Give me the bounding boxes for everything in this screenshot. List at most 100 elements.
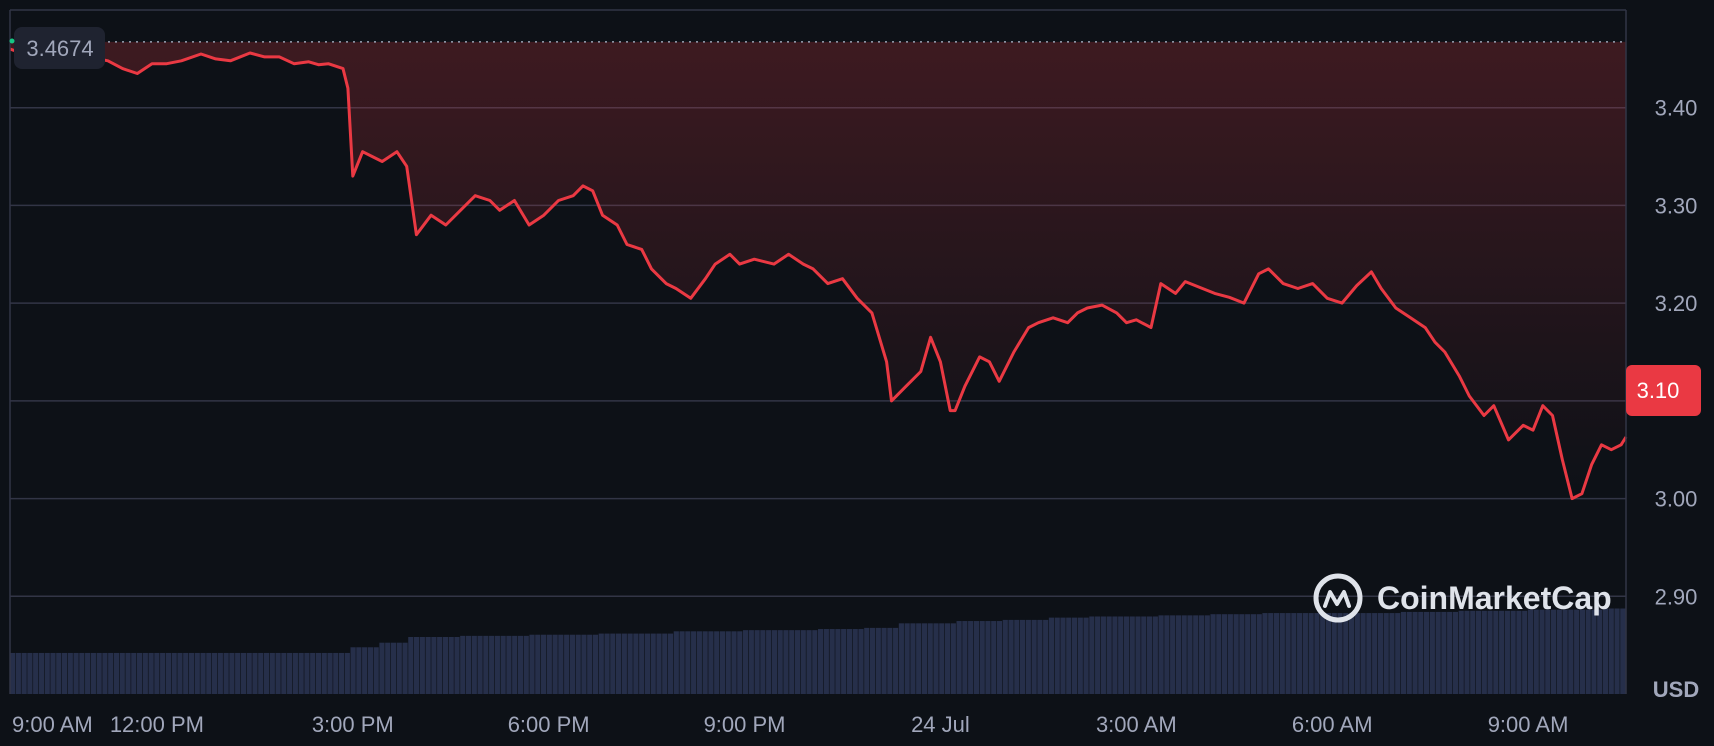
volume-bar	[1314, 613, 1320, 694]
volume-bar	[875, 627, 881, 694]
volume-bar	[794, 630, 801, 694]
volume-bar	[1458, 610, 1464, 694]
volume-bar	[864, 627, 870, 694]
volume-bar	[1037, 619, 1043, 694]
volume-bar	[229, 652, 235, 694]
volume-bar	[846, 629, 853, 694]
volume-bar	[344, 652, 350, 694]
volume-bar	[148, 652, 154, 694]
volume-bar	[1452, 611, 1459, 694]
volume-bar	[90, 652, 96, 694]
volume-bar	[1025, 619, 1031, 694]
volume-bar	[1233, 614, 1239, 694]
volume-bar	[1331, 613, 1337, 694]
volume-bar	[1406, 611, 1412, 694]
volume-bar	[1100, 616, 1106, 694]
volume-bar	[448, 637, 454, 694]
volume-bar	[1475, 610, 1482, 694]
volume-bar	[489, 635, 495, 694]
volume-bar	[1354, 613, 1360, 694]
x-axis-ticks: 9:00 AM 12:00 PM 3:00 PM 6:00 PM 9:00 PM 24 J…	[12, 712, 1568, 737]
volume-bar	[408, 637, 414, 694]
volume-bar	[1568, 609, 1574, 694]
volume-bar	[1562, 609, 1568, 694]
volume-bar	[67, 652, 73, 694]
volume-bar	[465, 635, 472, 694]
volume-bar	[1048, 617, 1055, 694]
volume-bar	[835, 629, 841, 694]
volume-bar	[881, 627, 887, 694]
volume-bar	[535, 634, 541, 694]
volume-bar	[944, 623, 951, 694]
volume-bar	[1291, 613, 1297, 694]
volume-bar	[1175, 615, 1181, 694]
volume-bar	[79, 652, 85, 694]
volume-bar	[350, 647, 356, 694]
volume-bar	[431, 637, 437, 694]
x-tick-label: 6:00 AM	[1292, 712, 1373, 737]
volume-bar	[887, 627, 893, 694]
volume-bar	[1158, 615, 1164, 694]
volume-bar	[171, 652, 177, 694]
volume-bar	[691, 631, 697, 694]
volume-bar	[1608, 608, 1614, 694]
volume-bar	[708, 631, 714, 694]
volume-bar	[1424, 611, 1430, 694]
volume-bar	[968, 621, 974, 694]
volume-bar	[639, 633, 645, 694]
volume-bar	[916, 623, 922, 694]
volume-bar	[154, 652, 160, 694]
volume-bar	[402, 642, 408, 694]
volume-bar	[1447, 611, 1453, 694]
volume-bar	[1464, 610, 1470, 694]
volume-bar	[939, 623, 945, 694]
volume-bar	[292, 652, 298, 694]
volume-bar	[1550, 609, 1557, 694]
volume-bar	[15, 652, 21, 694]
open-price-label: 3.4674	[26, 36, 93, 61]
volume-bar	[621, 633, 627, 694]
volume-bar	[742, 630, 749, 694]
volume-bar	[1112, 616, 1118, 694]
volume-bar	[442, 637, 449, 694]
volume-bar	[414, 637, 420, 694]
volume-bar	[1268, 613, 1274, 694]
volume-bar	[1360, 613, 1366, 694]
volume-bar	[950, 623, 956, 694]
volume-bar	[1418, 611, 1424, 694]
volume-bar	[1383, 613, 1389, 694]
volume-bar	[10, 652, 16, 694]
volume-bar	[996, 621, 1003, 694]
volume-bar	[1089, 616, 1095, 694]
volume-bar	[546, 634, 552, 694]
volume-bar	[188, 652, 195, 694]
volume-bar	[460, 635, 466, 694]
volume-bar	[1095, 616, 1101, 694]
volume-bar	[1377, 613, 1383, 694]
volume-bar	[362, 647, 368, 694]
y-tick-label: 3.20	[1655, 291, 1698, 316]
volume-bar	[1493, 610, 1499, 694]
price-area	[10, 41, 1626, 499]
volume-bar	[96, 652, 102, 694]
volume-bar	[1245, 614, 1251, 694]
volume-bar	[1343, 613, 1349, 694]
volume-bar	[1077, 617, 1083, 694]
volume-bar	[644, 633, 651, 694]
volume-bar	[789, 630, 795, 694]
volume-bar	[558, 634, 564, 694]
volume-bar	[500, 635, 506, 694]
volume-bar	[183, 652, 189, 694]
volume-bar	[275, 652, 281, 694]
volume-bar	[610, 633, 616, 694]
volume-bar	[385, 642, 391, 694]
volume-bar	[1372, 613, 1378, 694]
volume-bar	[165, 652, 171, 694]
volume-bar	[760, 630, 766, 694]
volume-bar	[1320, 613, 1326, 694]
volume-bar	[1614, 608, 1620, 694]
volume-bar	[327, 652, 333, 694]
volume-bar	[1031, 619, 1037, 694]
volume-bar	[1400, 611, 1407, 694]
